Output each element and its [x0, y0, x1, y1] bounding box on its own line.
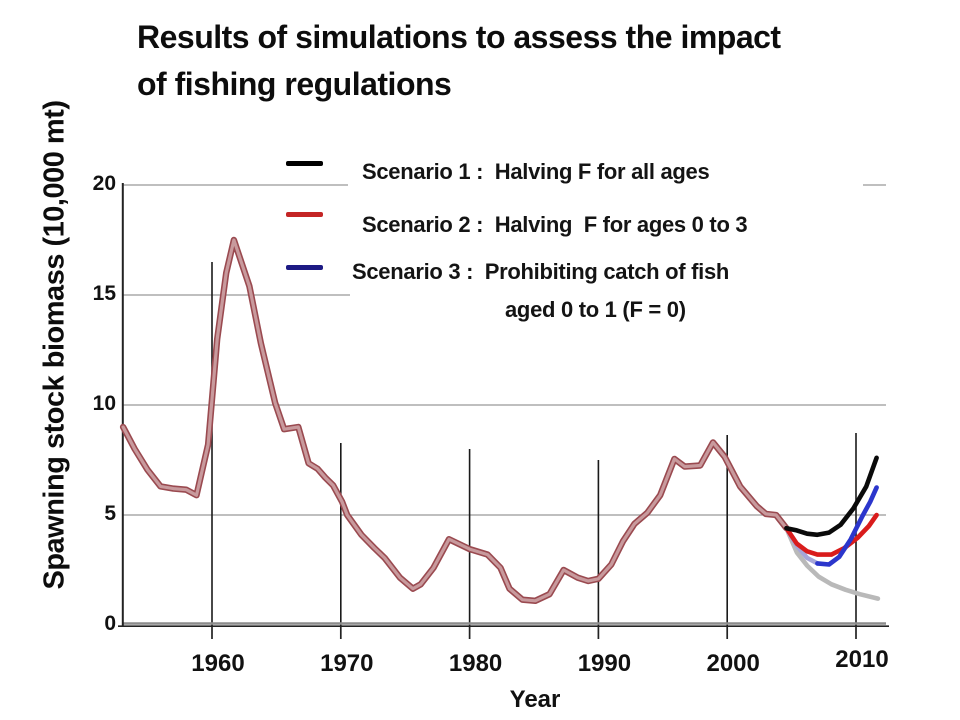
series-historical-ssb — [121, 238, 789, 603]
legend-label-scenario1: Scenario 1 : Halving F for all ages — [362, 158, 710, 186]
series-scenario3-prohibit-catch-ages-0-1 — [815, 485, 879, 567]
y-tick-label-0: 0 — [104, 612, 116, 635]
x-axis-title: Year — [509, 686, 561, 713]
chart-title-line1: Results of simulations to assess the imp… — [137, 19, 781, 55]
y-tick-label-5: 5 — [104, 502, 116, 525]
x-tick-label-2000: 2000 — [706, 650, 760, 677]
x-tick-label-1990: 1990 — [577, 650, 632, 677]
series-baseline-grey — [784, 525, 881, 601]
y-tick-label-10: 10 — [92, 392, 116, 415]
legend-swatch-scenario2 — [286, 212, 323, 217]
legend-swatch-scenario1 — [286, 161, 323, 166]
y-tick-label-20: 20 — [92, 172, 116, 195]
x-tick-label-2010: 2010 — [835, 646, 889, 673]
x-tick-label-1970: 1970 — [320, 650, 374, 677]
chart-title: Results of simulations to assess the imp… — [137, 14, 781, 108]
legend-label-scenario3-line1: Scenario 3 : Prohibiting catch of fish — [352, 258, 730, 286]
series-scenario1-halving-f-all-ages — [784, 455, 879, 538]
legend-label-scenario2: Scenario 2 : Halving F for ages 0 to 3 — [362, 211, 748, 239]
x-tick-label-1980: 1980 — [448, 650, 503, 677]
x-tick-label-1960: 1960 — [191, 650, 245, 677]
chart-title-line2: of fishing regulations — [137, 66, 452, 102]
legend-label-scenario3-line2: aged 0 to 1 (F = 0) — [505, 296, 686, 324]
series-scenario2-halving-f-ages-0-3 — [784, 512, 879, 557]
legend-swatch-scenario3 — [286, 265, 323, 270]
y-tick-label-15: 15 — [92, 282, 116, 305]
